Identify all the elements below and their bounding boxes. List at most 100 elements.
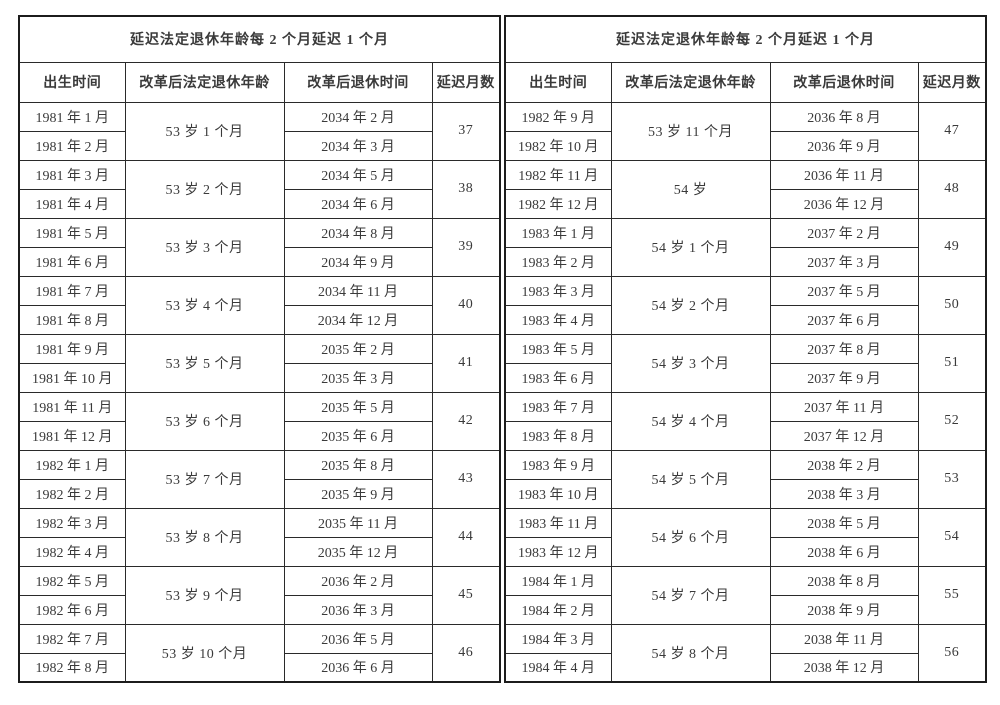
table-row: 1983 年 5 月 54 岁 3 个月 2037 年 8 月 51: [504, 333, 987, 393]
retirement-age-cell: 53 岁 9 个月: [124, 565, 285, 625]
birth-month-cell: 1981 年 8 月: [18, 304, 126, 335]
birth-month-cell: 1981 年 5 月: [18, 217, 126, 248]
retire-month-cell: 2038 年 12 月: [769, 652, 919, 683]
retirement-table-right: 延迟法定退休年龄每 2 个月延迟 1 个月 出生时间 改革后法定退休年龄 改革后退休时…: [504, 15, 987, 683]
retire-month-cell: 2035 年 11 月: [283, 507, 433, 538]
birth-month-cell: 1984 年 4 月: [504, 652, 612, 683]
birth-month-cell: 1981 年 11 月: [18, 391, 126, 422]
table-row: 1982 年 3 月 53 岁 8 个月 2035 年 11 月 44: [18, 507, 501, 567]
retire-month-cell: 2036 年 9 月: [769, 130, 919, 161]
birth-month-cell: 1981 年 9 月: [18, 333, 126, 364]
retirement-age-cell: 54 岁 7 个月: [610, 565, 771, 625]
delay-months-cell: 39: [431, 217, 501, 277]
birth-month-cell: 1981 年 12 月: [18, 420, 126, 451]
table-row: 1981 年 3 月 53 岁 2 个月 2034 年 5 月 38: [18, 159, 501, 219]
birth-month-cell: 1981 年 6 月: [18, 246, 126, 277]
birth-month-cell: 1981 年 10 月: [18, 362, 126, 393]
retire-month-cell: 2035 年 12 月: [283, 536, 433, 567]
birth-month-cell: 1983 年 5 月: [504, 333, 612, 364]
retire-month-cell: 2034 年 2 月: [283, 101, 433, 132]
retire-month-cell: 2034 年 12 月: [283, 304, 433, 335]
table-row: 1981 年 8 月 2034 年 12 月: [18, 304, 500, 335]
table-row: 1984 年 1 月 54 岁 7 个月 2038 年 8 月 55: [504, 565, 987, 625]
delay-months-cell: 52: [917, 391, 987, 451]
retirement-age-cell: 54 岁 4 个月: [610, 391, 771, 451]
retire-month-cell: 2035 年 5 月: [283, 391, 433, 422]
birth-month-cell: 1981 年 3 月: [18, 159, 126, 190]
table-row: 1981 年 11 月 53 岁 6 个月 2035 年 5 月 42: [18, 391, 501, 451]
delay-months-cell: 56: [917, 623, 987, 683]
birth-month-cell: 1984 年 3 月: [504, 623, 612, 654]
delay-months-cell: 46: [431, 623, 501, 683]
delay-months-cell: 41: [431, 333, 501, 393]
retirement-age-cell: 54 岁 3 个月: [610, 333, 771, 393]
retirement-age-cell: 53 岁 11 个月: [610, 101, 771, 161]
table-row: 1981 年 4 月 2034 年 6 月: [18, 188, 500, 219]
table-row: 1984 年 3 月 54 岁 8 个月 2038 年 11 月 56: [504, 623, 987, 683]
delay-months-cell: 42: [431, 391, 501, 451]
delay-months-cell: 47: [917, 101, 987, 161]
birth-month-cell: 1982 年 12 月: [504, 188, 612, 219]
retire-month-cell: 2036 年 8 月: [769, 101, 919, 132]
retirement-age-cell: 54 岁 8 个月: [610, 623, 771, 683]
retirement-age-cell: 54 岁 5 个月: [610, 449, 771, 509]
retire-month-cell: 2037 年 9 月: [769, 362, 919, 393]
retirement-age-cell: 53 岁 7 个月: [124, 449, 285, 509]
table-row: 1981 年 9 月 53 岁 5 个月 2035 年 2 月 41: [18, 333, 501, 393]
table-row: 1983 年 11 月 54 岁 6 个月 2038 年 5 月 54: [504, 507, 987, 567]
birth-month-cell: 1983 年 10 月: [504, 478, 612, 509]
column-header-age: 改革后法定退休年龄: [124, 61, 285, 103]
retire-month-cell: 2034 年 11 月: [283, 275, 433, 306]
delay-months-cell: 40: [431, 275, 501, 335]
delay-months-cell: 48: [917, 159, 987, 219]
delay-months-cell: 45: [431, 565, 501, 625]
table-title: 延迟法定退休年龄每 2 个月延迟 1 个月: [504, 15, 987, 63]
retire-month-cell: 2036 年 3 月: [283, 594, 433, 625]
delay-months-cell: 43: [431, 449, 501, 509]
table-row: 1981 年 5 月 53 岁 3 个月 2034 年 8 月 39: [18, 217, 501, 277]
retire-month-cell: 2034 年 6 月: [283, 188, 433, 219]
table-row: 1982 年 9 月 53 岁 11 个月 2036 年 8 月 47: [504, 101, 987, 161]
table-row: 1981 年 7 月 53 岁 4 个月 2034 年 11 月 40: [18, 275, 501, 335]
retire-month-cell: 2034 年 9 月: [283, 246, 433, 277]
delay-months-cell: 53: [917, 449, 987, 509]
table-row: 1981 年 1 月 53 岁 1 个月 2034 年 2 月 37: [18, 101, 501, 161]
birth-month-cell: 1983 年 1 月: [504, 217, 612, 248]
retire-month-cell: 2038 年 8 月: [769, 565, 919, 596]
birth-month-cell: 1982 年 5 月: [18, 565, 126, 596]
retire-month-cell: 2038 年 3 月: [769, 478, 919, 509]
retire-month-cell: 2037 年 2 月: [769, 217, 919, 248]
table-row: 1984 年 4 月 2038 年 12 月: [504, 652, 986, 683]
table-row: 1982 年 8 月 2036 年 6 月: [18, 652, 500, 683]
table-row: 1981 年 2 月 2034 年 3 月: [18, 130, 500, 161]
retirement-age-cell: 53 岁 8 个月: [124, 507, 285, 567]
retirement-age-cell: 53 岁 10 个月: [124, 623, 285, 683]
retirement-age-cell: 53 岁 5 个月: [124, 333, 285, 393]
delay-months-cell: 54: [917, 507, 987, 567]
birth-month-cell: 1982 年 8 月: [18, 652, 126, 683]
birth-month-cell: 1982 年 3 月: [18, 507, 126, 538]
retire-month-cell: 2035 年 8 月: [283, 449, 433, 480]
retire-month-cell: 2037 年 3 月: [769, 246, 919, 277]
table-row: 1983 年 6 月 2037 年 9 月: [504, 362, 986, 393]
birth-month-cell: 1981 年 7 月: [18, 275, 126, 306]
column-header-birth: 出生时间: [504, 61, 612, 103]
birth-month-cell: 1982 年 11 月: [504, 159, 612, 190]
birth-month-cell: 1982 年 7 月: [18, 623, 126, 654]
birth-month-cell: 1983 年 2 月: [504, 246, 612, 277]
birth-month-cell: 1983 年 3 月: [504, 275, 612, 306]
birth-month-cell: 1983 年 12 月: [504, 536, 612, 567]
retire-month-cell: 2038 年 9 月: [769, 594, 919, 625]
retire-month-cell: 2035 年 2 月: [283, 333, 433, 364]
retire-month-cell: 2037 年 11 月: [769, 391, 919, 422]
retire-month-cell: 2035 年 6 月: [283, 420, 433, 451]
retire-month-cell: 2035 年 3 月: [283, 362, 433, 393]
table-row: 1983 年 10 月 2038 年 3 月: [504, 478, 986, 509]
retirement-table-left: 延迟法定退休年龄每 2 个月延迟 1 个月 出生时间 改革后法定退休年龄 改革后退休时…: [18, 15, 501, 683]
birth-month-cell: 1983 年 9 月: [504, 449, 612, 480]
retire-month-cell: 2035 年 9 月: [283, 478, 433, 509]
retirement-age-cell: 53 岁 6 个月: [124, 391, 285, 451]
retire-month-cell: 2038 年 5 月: [769, 507, 919, 538]
table-row: 1982 年 4 月 2035 年 12 月: [18, 536, 500, 567]
